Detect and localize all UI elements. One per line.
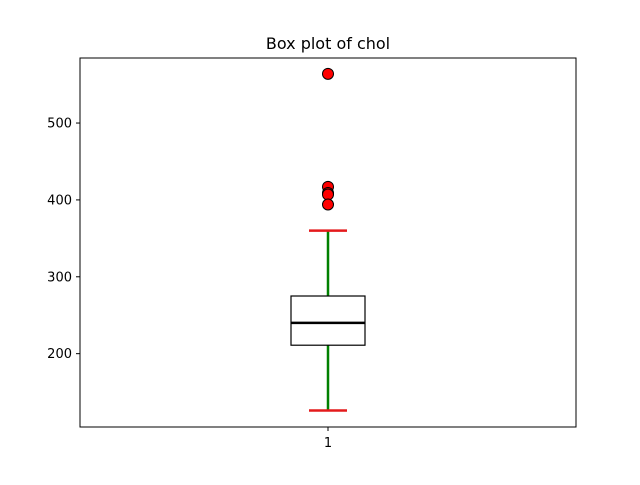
y-tick-label: 300 [47, 270, 72, 285]
y-tick-label: 200 [47, 347, 72, 362]
x-tick-label: 1 [324, 436, 332, 451]
y-tick-label: 400 [47, 193, 72, 208]
iqr-box [290, 295, 366, 346]
plot-frame [79, 57, 577, 428]
chart-title: Box plot of chol [266, 34, 390, 53]
outlier-group [322, 67, 334, 211]
outlier-point [322, 188, 334, 201]
outlier-point [322, 198, 334, 211]
outlier-point [322, 67, 334, 80]
box-group [290, 229, 366, 412]
y-axis: 200 300 400 500 [47, 117, 80, 362]
x-axis: 1 [324, 427, 332, 451]
y-tick-label: 500 [47, 117, 72, 132]
